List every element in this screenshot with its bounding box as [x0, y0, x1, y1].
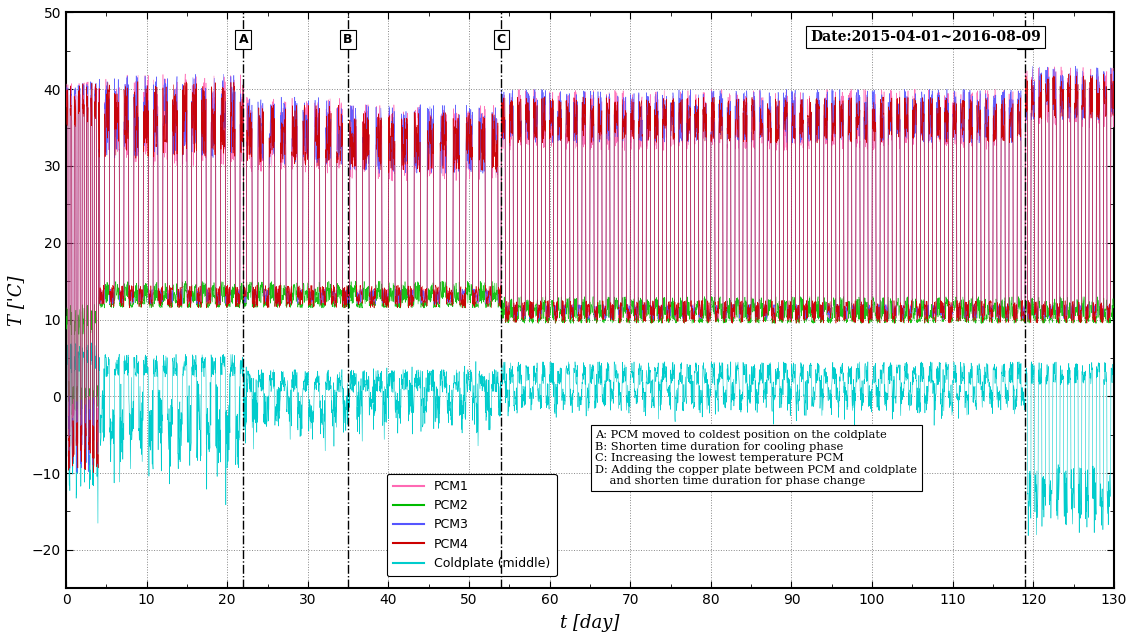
- Text: D: D: [1021, 33, 1031, 46]
- Text: C: C: [497, 33, 506, 46]
- X-axis label: t [day]: t [day]: [560, 614, 619, 632]
- Legend: PCM1, PCM2, PCM3, PCM4, Coldplate (middle): PCM1, PCM2, PCM3, PCM4, Coldplate (middl…: [387, 473, 557, 576]
- Text: A: PCM moved to coldest position on the coldplate
B: Shorten time duration for c: A: PCM moved to coldest position on the …: [595, 430, 917, 486]
- Text: Date:2015-04-01~2016-08-09: Date:2015-04-01~2016-08-09: [810, 30, 1041, 43]
- Text: A: A: [238, 33, 248, 46]
- Y-axis label: T ['C]: T ['C]: [7, 275, 25, 326]
- Text: B: B: [344, 33, 353, 46]
